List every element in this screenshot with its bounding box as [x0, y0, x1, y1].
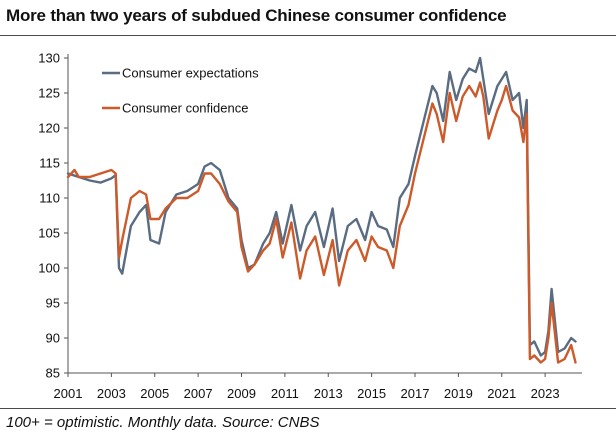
- series-line-consumer-expectations: [66, 56, 577, 357]
- x-tick-label: 2017: [401, 386, 430, 401]
- x-tick-label: 2005: [140, 386, 169, 401]
- source-note: 100+ = optimistic. Monthly data. Source:…: [6, 414, 320, 431]
- x-tick-label: 2007: [184, 386, 213, 401]
- y-tick-label: 125: [38, 86, 60, 101]
- x-tick-label: 2003: [97, 386, 126, 401]
- x-tick-label: 2013: [314, 386, 343, 401]
- y-tick-label: 100: [38, 261, 60, 276]
- chart-axes: 85 90 95 100 105 110 115 120 125 130 2001 2003 2005 2…: [38, 51, 582, 401]
- bottom-rule: [0, 408, 616, 409]
- legend-label: Consumer confidence: [122, 101, 248, 116]
- legend-label: Consumer expectations: [122, 66, 259, 81]
- x-tick-label: 2015: [357, 386, 386, 401]
- x-tick-label: 2011: [271, 386, 299, 401]
- x-tick-label: 2009: [227, 386, 256, 401]
- y-tick-label: 110: [39, 191, 60, 206]
- line-chart: 85 90 95 100 105 110 115 120 125 130 2001 2003 2005 2…: [38, 51, 582, 401]
- chart-legend: Consumer expectations Consumer confidence: [102, 66, 259, 116]
- chart-series: [66, 56, 577, 364]
- y-tick-label: 115: [39, 156, 60, 171]
- y-tick-label: 90: [46, 331, 60, 346]
- y-tick-label: 85: [46, 366, 60, 381]
- y-tick-label: 105: [38, 226, 60, 241]
- x-tick-label: 2001: [54, 386, 83, 401]
- top-rule: [0, 35, 616, 36]
- x-tick-label: 2023: [531, 386, 560, 401]
- y-tick-label: 130: [38, 51, 60, 66]
- x-tick-label: 2021: [487, 386, 516, 401]
- y-tick-label: 95: [46, 296, 60, 311]
- series-line-consumer-confidence: [66, 81, 577, 364]
- x-tick-label: 2019: [444, 386, 473, 401]
- y-tick-label: 120: [38, 121, 60, 136]
- chart-title: More than two years of subdued Chinese c…: [6, 6, 507, 25]
